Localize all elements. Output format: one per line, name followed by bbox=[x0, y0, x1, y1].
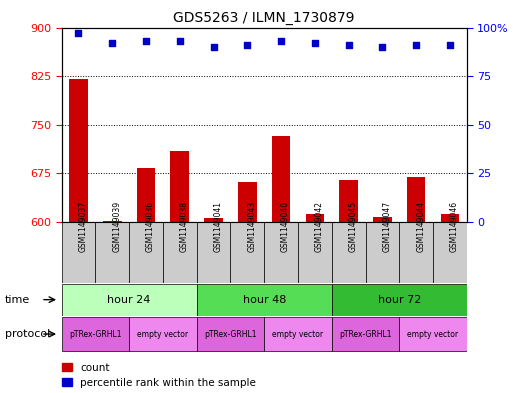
Text: GSM1149043: GSM1149043 bbox=[247, 201, 256, 252]
Text: hour 72: hour 72 bbox=[378, 295, 421, 305]
Text: pTRex-GRHL1: pTRex-GRHL1 bbox=[204, 330, 256, 338]
Text: protocol: protocol bbox=[5, 329, 50, 339]
Bar bbox=[136, 168, 155, 222]
Point bbox=[345, 42, 353, 48]
Text: GSM1149037: GSM1149037 bbox=[78, 201, 87, 252]
FancyBboxPatch shape bbox=[129, 317, 196, 351]
Point bbox=[446, 42, 454, 48]
Point bbox=[243, 42, 251, 48]
FancyBboxPatch shape bbox=[433, 222, 467, 283]
Text: time: time bbox=[5, 295, 30, 305]
Text: pTRex-GRHL1: pTRex-GRHL1 bbox=[69, 330, 122, 338]
FancyBboxPatch shape bbox=[163, 222, 196, 283]
FancyBboxPatch shape bbox=[129, 222, 163, 283]
Point bbox=[277, 38, 285, 44]
Bar bbox=[204, 217, 223, 222]
Point bbox=[378, 44, 386, 50]
Point bbox=[142, 38, 150, 44]
FancyBboxPatch shape bbox=[365, 222, 399, 283]
Text: hour 24: hour 24 bbox=[107, 295, 151, 305]
FancyBboxPatch shape bbox=[264, 222, 298, 283]
Point bbox=[412, 42, 420, 48]
Text: hour 48: hour 48 bbox=[243, 295, 286, 305]
Bar bbox=[339, 180, 358, 222]
Legend: count, percentile rank within the sample: count, percentile rank within the sample bbox=[62, 363, 256, 388]
Bar bbox=[238, 182, 256, 222]
Point bbox=[209, 44, 218, 50]
Text: GSM1149040: GSM1149040 bbox=[281, 201, 290, 252]
Text: GSM1149045: GSM1149045 bbox=[349, 201, 358, 252]
FancyBboxPatch shape bbox=[399, 222, 433, 283]
FancyBboxPatch shape bbox=[62, 284, 196, 316]
FancyBboxPatch shape bbox=[62, 222, 95, 283]
FancyBboxPatch shape bbox=[230, 222, 264, 283]
Bar bbox=[170, 151, 189, 222]
FancyBboxPatch shape bbox=[196, 284, 332, 316]
Text: GSM1149042: GSM1149042 bbox=[315, 202, 324, 252]
Bar bbox=[373, 217, 392, 222]
Text: empty vector: empty vector bbox=[407, 330, 459, 338]
Text: GSM1149046: GSM1149046 bbox=[450, 201, 459, 252]
FancyBboxPatch shape bbox=[332, 222, 365, 283]
Bar bbox=[407, 176, 425, 222]
Text: GSM1149041: GSM1149041 bbox=[213, 202, 223, 252]
Bar bbox=[441, 214, 459, 222]
Text: pTRex-GRHL1: pTRex-GRHL1 bbox=[339, 330, 392, 338]
FancyBboxPatch shape bbox=[196, 222, 230, 283]
Text: GSM1149047: GSM1149047 bbox=[382, 201, 391, 252]
Title: GDS5263 / ILMN_1730879: GDS5263 / ILMN_1730879 bbox=[173, 11, 355, 25]
FancyBboxPatch shape bbox=[95, 222, 129, 283]
Bar bbox=[103, 221, 122, 222]
FancyBboxPatch shape bbox=[399, 317, 467, 351]
Point bbox=[74, 30, 83, 37]
Text: empty vector: empty vector bbox=[137, 330, 188, 338]
FancyBboxPatch shape bbox=[332, 317, 399, 351]
Bar bbox=[306, 214, 324, 222]
Text: empty vector: empty vector bbox=[272, 330, 324, 338]
Point bbox=[175, 38, 184, 44]
Bar bbox=[272, 136, 290, 222]
Text: GSM1149036: GSM1149036 bbox=[146, 201, 155, 252]
FancyBboxPatch shape bbox=[264, 317, 332, 351]
Text: GSM1149044: GSM1149044 bbox=[416, 201, 425, 252]
FancyBboxPatch shape bbox=[332, 284, 467, 316]
Text: GSM1149038: GSM1149038 bbox=[180, 202, 189, 252]
Point bbox=[311, 40, 319, 46]
Bar bbox=[69, 79, 88, 222]
FancyBboxPatch shape bbox=[298, 222, 332, 283]
FancyBboxPatch shape bbox=[62, 317, 129, 351]
Point bbox=[108, 40, 116, 46]
FancyBboxPatch shape bbox=[196, 317, 264, 351]
Text: GSM1149039: GSM1149039 bbox=[112, 201, 121, 252]
